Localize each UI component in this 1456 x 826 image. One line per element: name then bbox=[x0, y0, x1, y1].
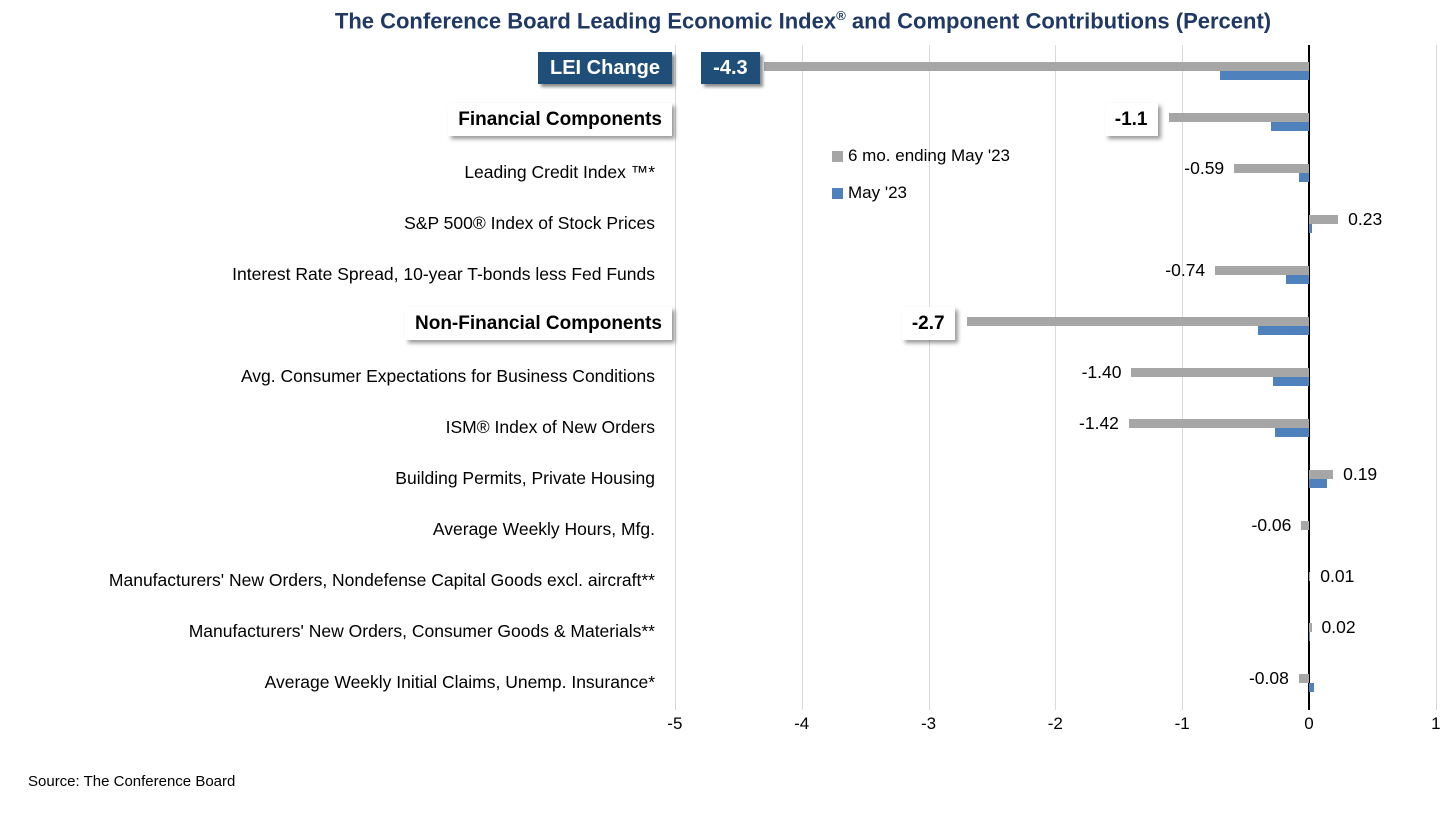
category-label: S&P 500® Index of Stock Prices bbox=[404, 213, 655, 233]
bar-6mo bbox=[763, 62, 1309, 71]
value-label: -1.1 bbox=[1104, 103, 1158, 136]
category-label: Leading Credit Index ™* bbox=[464, 162, 655, 182]
bar-may bbox=[1309, 224, 1312, 233]
category-label: Financial Components bbox=[448, 103, 672, 136]
gridline bbox=[674, 45, 676, 710]
x-tick-label: 0 bbox=[1304, 714, 1314, 733]
bar-may bbox=[1274, 428, 1309, 437]
legend-swatch bbox=[832, 187, 843, 199]
gridline bbox=[801, 45, 803, 710]
bar-6mo bbox=[1309, 215, 1339, 224]
chart-title-text-2: and Component Contributions (Percent) bbox=[845, 8, 1272, 34]
registered-trademark-symbol: ® bbox=[836, 8, 846, 23]
bar-6mo bbox=[1128, 419, 1309, 428]
bar-may bbox=[1298, 173, 1309, 182]
category-label: LEI Change bbox=[537, 52, 672, 84]
bar-6mo bbox=[1234, 164, 1309, 173]
bar-6mo bbox=[1309, 572, 1311, 581]
bar-may bbox=[1220, 71, 1309, 80]
value-label: -0.06 bbox=[1251, 515, 1292, 535]
bar-6mo bbox=[1215, 266, 1309, 275]
bar-may bbox=[1273, 377, 1309, 386]
bar-may bbox=[1309, 632, 1311, 641]
value-label: 0.01 bbox=[1320, 566, 1355, 586]
value-label: -1.40 bbox=[1081, 362, 1122, 382]
gridline bbox=[1055, 45, 1057, 710]
category-label: Average Weekly Hours, Mfg. bbox=[432, 519, 655, 539]
x-tick-label: -3 bbox=[920, 714, 937, 733]
bar-6mo bbox=[1169, 113, 1309, 122]
bar-6mo bbox=[1131, 368, 1309, 377]
value-label: -0.08 bbox=[1248, 668, 1289, 688]
x-tick-label: -5 bbox=[667, 714, 683, 733]
bar-6mo bbox=[1309, 470, 1334, 479]
category-label: Manufacturers' New Orders, Nondefense Ca… bbox=[108, 570, 655, 590]
footnote-source: Source: The Conference Board bbox=[28, 773, 236, 790]
footnotes: Source: The Conference Board * Inverted … bbox=[28, 734, 673, 826]
bar-may bbox=[1286, 275, 1309, 284]
value-label: 0.02 bbox=[1321, 617, 1356, 637]
category-label: Interest Rate Spread, 10-year T-bonds le… bbox=[232, 264, 655, 284]
axis-zero-line bbox=[1308, 45, 1310, 710]
value-label: -2.7 bbox=[901, 307, 955, 340]
category-label: Building Permits, Private Housing bbox=[395, 468, 655, 488]
bar-may bbox=[1258, 326, 1309, 335]
value-label: -1.42 bbox=[1079, 413, 1119, 433]
legend-label: May '23 bbox=[848, 183, 907, 202]
category-label: Avg. Consumer Expectations for Business … bbox=[240, 366, 655, 386]
bar-6mo bbox=[1298, 674, 1309, 683]
category-label: Manufacturers' New Orders, Consumer Good… bbox=[188, 621, 655, 641]
value-label: -0.74 bbox=[1165, 260, 1206, 280]
gridline bbox=[1182, 45, 1184, 710]
x-tick-label: -1 bbox=[1174, 714, 1190, 733]
bar-may bbox=[1270, 122, 1309, 131]
bar-may bbox=[1309, 683, 1315, 692]
gridline bbox=[928, 45, 930, 710]
value-label: -4.3 bbox=[701, 52, 760, 84]
category-label: Average Weekly Initial Claims, Unemp. In… bbox=[264, 672, 655, 692]
gridline bbox=[1435, 45, 1437, 710]
bar-6mo bbox=[1309, 623, 1312, 632]
value-label: 0.19 bbox=[1343, 464, 1378, 484]
bar-may bbox=[1309, 479, 1327, 488]
legend-swatch bbox=[832, 150, 843, 162]
category-label: Non-Financial Components bbox=[405, 307, 672, 340]
x-tick-label: -4 bbox=[794, 714, 810, 733]
bar-6mo bbox=[966, 317, 1309, 326]
x-tick-label: 1 bbox=[1431, 714, 1441, 733]
legend-label: 6 mo. ending May '23 bbox=[848, 146, 1011, 165]
value-label: -0.59 bbox=[1184, 158, 1225, 178]
value-label: 0.23 bbox=[1348, 209, 1383, 229]
x-tick-label: -2 bbox=[1047, 714, 1063, 733]
legend-item: 6 mo. ending May '23 bbox=[832, 146, 1010, 166]
legend-item: May '23 bbox=[832, 183, 907, 203]
chart-title: The Conference Board Leading Economic In… bbox=[150, 8, 1456, 34]
bar-6mo bbox=[1301, 521, 1309, 530]
chart-title-text: The Conference Board Leading Economic In… bbox=[334, 8, 837, 34]
category-label: ISM® Index of New Orders bbox=[445, 417, 655, 437]
